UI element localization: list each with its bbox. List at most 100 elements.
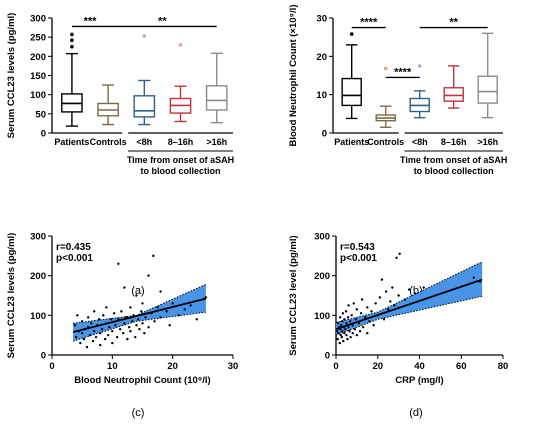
panel-c-point	[135, 294, 138, 297]
panel-a-y-tick-label: 50	[35, 109, 46, 120]
panel-b-category-label: <8h	[412, 137, 428, 147]
panel-c-point	[177, 314, 180, 317]
panel-d-point	[364, 316, 367, 319]
panel-a-y-tick-label: 150	[30, 71, 46, 82]
panel-b-box	[341, 77, 362, 107]
panel-d-point	[349, 335, 352, 339]
panel-d-point	[372, 324, 375, 327]
panel-d-point	[382, 318, 386, 321]
panel-b-group-title: to blood collection	[414, 166, 494, 176]
panel-d-point	[355, 308, 359, 311]
panel-d-point	[407, 288, 411, 291]
panel-d-point	[357, 322, 361, 325]
panel-d-point	[386, 308, 390, 311]
panel-d-point	[348, 320, 352, 323]
panel-d-point	[341, 330, 344, 333]
panel-c-annotation: p<0.001	[56, 253, 93, 264]
panel-c-point	[80, 331, 84, 335]
panel-a-outlier	[70, 44, 74, 49]
panel-b-category-label: 8–16h	[441, 137, 467, 147]
panel-c-point	[128, 326, 131, 329]
panel-d-point	[338, 316, 342, 319]
panel-a-significance-label: ***	[84, 15, 98, 27]
panel-c-point	[111, 330, 114, 333]
panel-c-point	[76, 314, 79, 317]
panel-d-point	[340, 324, 343, 327]
panel-c-point	[147, 274, 150, 277]
panel-c-point	[112, 312, 116, 315]
panel-b-significance-label: ****	[394, 66, 412, 78]
panel-c-y-axis-title: Serum CCL23 levels (pg/ml)	[6, 233, 17, 359]
panel-c-point	[143, 331, 146, 335]
panel-d-point	[414, 292, 417, 295]
panel-d-point	[395, 256, 398, 260]
panel-d-point	[343, 331, 346, 335]
panel-d-point	[370, 310, 373, 313]
panel-c-point	[147, 326, 150, 329]
panel-d-ci-upper	[335, 261, 483, 323]
panel-d-x-tick-label: 0	[333, 361, 338, 372]
panel-b-box	[443, 87, 464, 102]
panel-c-point	[126, 337, 129, 341]
panel-d-point	[342, 339, 345, 343]
panel-b-y-tick-label: 30	[316, 14, 327, 25]
panel-c-point	[108, 326, 111, 329]
panel-d-annotation: p<0.001	[340, 253, 377, 264]
panel-c-point	[131, 320, 134, 323]
panel-d-point	[335, 330, 339, 333]
panel-a-category-label: <8h	[136, 137, 152, 147]
panel-d-point	[366, 331, 369, 335]
panel-c-point	[93, 310, 96, 313]
panel-d-point	[346, 337, 349, 341]
panel-a-box	[133, 95, 156, 118]
panel-d-point	[344, 310, 348, 313]
panel-d-point	[340, 335, 344, 339]
panel-c-point	[115, 335, 119, 339]
panel-a-outlier	[178, 43, 183, 47]
panel-c-point	[121, 331, 125, 335]
panel-a-y-tick-label: 100	[30, 90, 46, 101]
panel-b-significance-label: ****	[360, 17, 378, 29]
panel-c-fit-line	[72, 297, 207, 333]
panel-c-ci-lower	[72, 311, 206, 342]
panel-d-point	[472, 276, 475, 279]
panel-a-significance-label: **	[158, 15, 167, 27]
panel-c-point	[152, 254, 155, 258]
panel-c-point	[140, 310, 143, 313]
panel-c-point	[114, 324, 117, 327]
panel-c-point	[87, 316, 90, 319]
panel-d-panel-label: (d)	[409, 407, 422, 419]
panel-d-x-tick-label: 80	[498, 361, 509, 372]
panel-c-point	[97, 318, 101, 321]
panel-c-point	[118, 328, 122, 331]
panel-c-point	[90, 322, 93, 325]
panel-d-point	[391, 286, 394, 289]
panel-c-point	[94, 335, 98, 339]
panel-c-point	[103, 337, 107, 341]
panel-d-x-axis-title: CRP (mg/l)	[395, 375, 443, 386]
panel-b-outlier	[349, 32, 354, 36]
panel-d-x-tick-label: 60	[456, 361, 467, 372]
panel-d-point	[346, 316, 350, 319]
panel-c-point	[80, 320, 84, 323]
panel-b-group-title: Time from onset of aSAH	[400, 155, 507, 165]
panel-c-point	[153, 320, 156, 323]
panel-c-point	[183, 308, 186, 311]
panel-d-point	[337, 331, 340, 335]
panel-d-point	[353, 328, 356, 331]
panel-d-y-axis-title: Serum CCL23 level (pg/ml)	[288, 235, 299, 355]
panel-c-point	[105, 306, 108, 309]
panel-b-y-tick-label: 10	[316, 90, 327, 101]
panel-c-point	[117, 262, 120, 265]
panel-a-outlier	[70, 38, 74, 43]
panel-c-point	[73, 324, 77, 327]
panel-b-significance-label: **	[449, 17, 458, 29]
panel-d-point	[422, 286, 425, 289]
panel-d-point	[348, 330, 351, 333]
panel-d-point	[338, 341, 341, 345]
panel-d-point	[355, 333, 359, 337]
panel-c-point	[88, 333, 92, 337]
panel-b-category-label: Patients	[334, 137, 369, 147]
panel-a-y-axis-title: Serum CCL23 levels (pg/ml)	[6, 13, 17, 139]
